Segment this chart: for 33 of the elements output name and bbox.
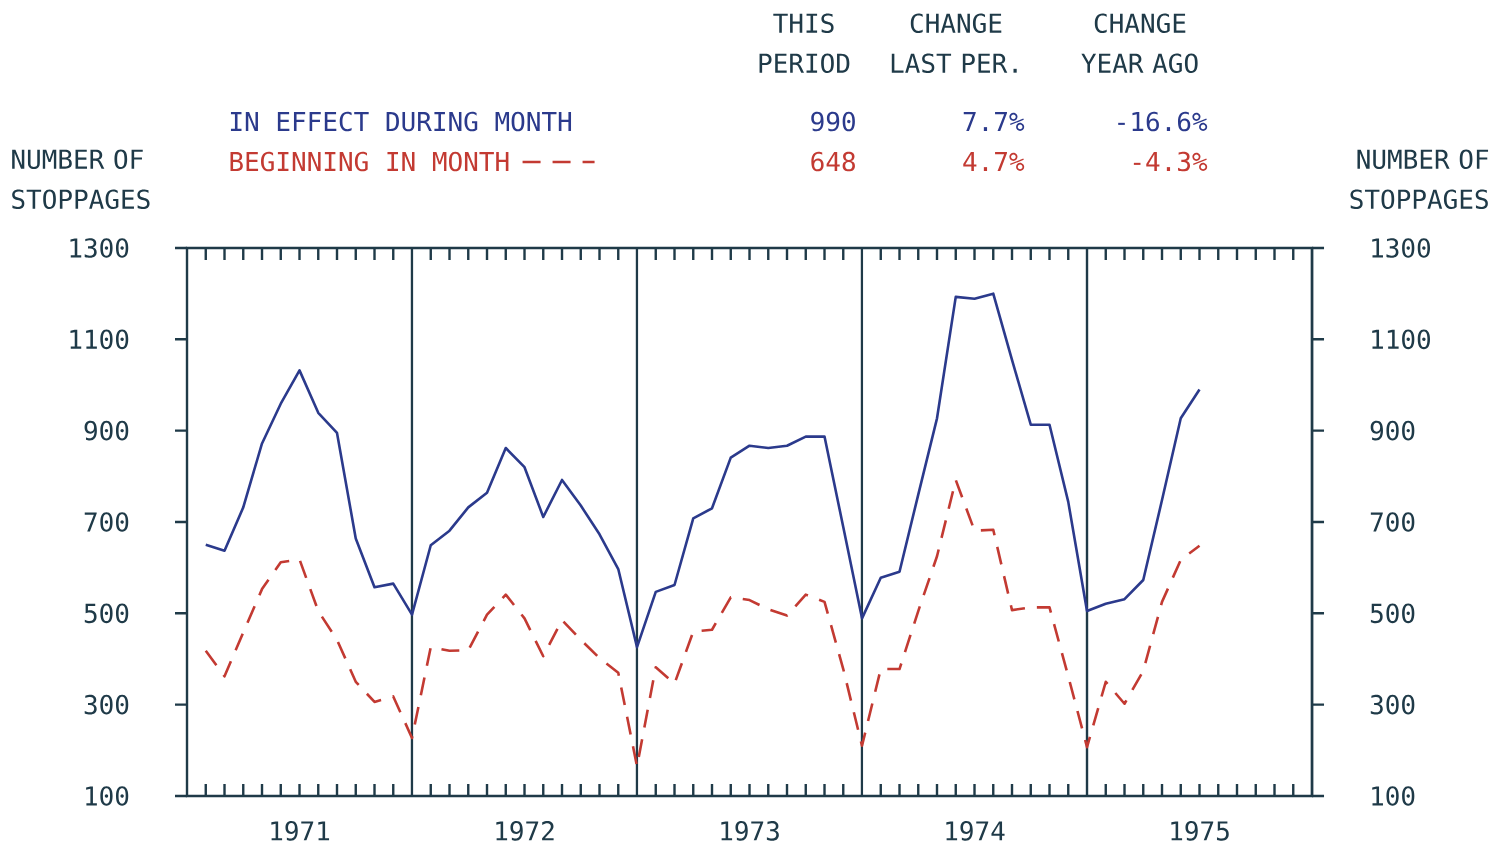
text: -16.6% xyxy=(1118,111,1208,132)
y-axis-title: NUMBER OF STOPPAGES xyxy=(12,149,150,210)
y2-tick-label: 700 xyxy=(1370,512,1415,532)
x-tick-label: 1974 xyxy=(946,821,1005,841)
y2-tick-label: 1300 xyxy=(1372,238,1430,258)
y2-axis-title: NUMBER OF STOPPAGES xyxy=(1350,149,1489,210)
legend-label: BEGINNING IN MONTH xyxy=(230,151,509,172)
y-tick-label: 500 xyxy=(84,603,129,624)
x-tick-label: 1971 xyxy=(271,821,330,841)
text: 4.7% xyxy=(963,152,1025,171)
y2-tick-label: 900 xyxy=(1370,420,1415,441)
text: THIS PERIOD xyxy=(759,13,850,74)
y-tick-label: 100 xyxy=(86,786,129,806)
text: 648 xyxy=(811,151,855,172)
x-tick-label: 1973 xyxy=(721,821,779,841)
y-tick-label: 900 xyxy=(84,420,129,441)
y2-tick-label: 500 xyxy=(1370,603,1415,624)
y-tick-label: 300 xyxy=(84,694,129,715)
y-tick-label: 1100 xyxy=(70,329,129,350)
text: -4.3% xyxy=(1133,151,1208,172)
text: 7.7% xyxy=(963,112,1025,131)
text: CHANGE YEAR AGO xyxy=(1081,13,1198,74)
y-tick-label: 1300 xyxy=(70,238,129,258)
line-series xyxy=(204,292,1201,649)
y2-tick-label: 100 xyxy=(1372,786,1415,806)
y-tick-label: 700 xyxy=(84,512,129,532)
y2-tick-label: 1100 xyxy=(1372,329,1430,350)
text: 990 xyxy=(811,111,855,132)
x-tick-label: 1972 xyxy=(496,821,554,841)
text: CHANGE LAST PER. xyxy=(891,13,1017,74)
y2-tick-label: 300 xyxy=(1370,694,1415,715)
text: IN EFFECT DURING MONTH xyxy=(230,111,572,132)
x-tick-label: 1975 xyxy=(1171,821,1229,841)
